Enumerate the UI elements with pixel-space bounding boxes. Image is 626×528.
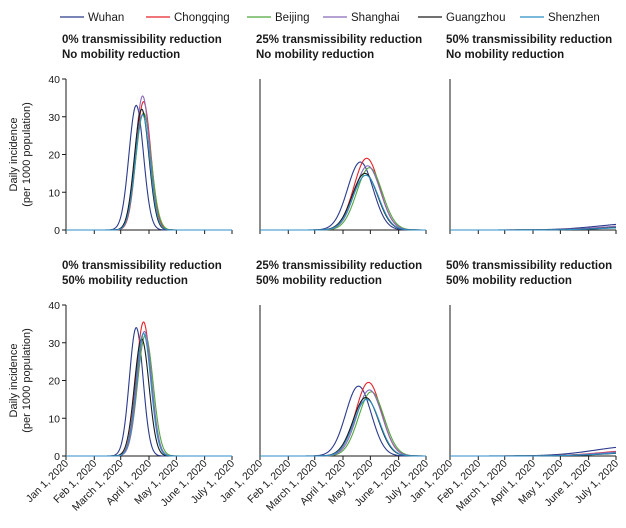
series-line-shenzhen [260,398,426,457]
panel-title-transmissibility: 0% transmissibility reduction [62,260,222,272]
panel-3: 50% transmissibility reduction No mobilit… [446,34,617,234]
y-axis-label-line1: Daily incidence [8,344,20,418]
panel-title-transmissibility: 50% transmissibility reduction [446,34,612,46]
legend-label-beijing: Beijing [275,12,310,24]
y-axis-label-line2: (per 1000 population) [21,102,33,207]
y-tick-label: 40 [48,74,60,86]
panel-title-mobility: 50% mobility reduction [256,275,382,287]
series-line-guangzhou [66,108,232,231]
series-group [66,321,232,457]
panel-1: 0% transmissibility reduction No mobility… [8,34,233,237]
y-tick-label: 30 [48,338,60,350]
series-group [450,446,617,457]
legend-label-chongqing: Chongqing [174,12,230,24]
panel-title-mobility: 50% mobility reduction [62,275,188,287]
series-group [450,223,617,231]
y-tick-label: 0 [54,225,60,237]
panel-title-transmissibility: 25% transmissibility reduction [256,34,422,46]
panel-title-mobility: 50% mobility reduction [446,275,572,287]
y-tick-label: 30 [48,112,60,124]
series-line-shenzhen [450,227,617,231]
legend: Wuhan Chongqing Beijing Shanghai Guangzhou Sh… [60,12,600,24]
panel-4: 0% transmissibility reduction 50% mobilit… [8,260,237,514]
y-axis-label-line1: Daily incidence [8,118,20,192]
panel-6: 50% transmissibility reduction 50% mobili… [408,260,621,514]
panel-5: 25% transmissibility reduction 50% mobili… [218,260,431,514]
series-line-chongqing [66,101,232,231]
series-line-shanghai [66,95,232,231]
y-axis-label-line2: (per 1000 population) [21,328,33,433]
series-line-shanghai [66,330,232,457]
y-tick-label: 0 [54,451,60,463]
series-line-guangzhou [260,396,426,457]
panel-title-transmissibility: 25% transmissibility reduction [256,260,422,272]
panel-title-transmissibility: 0% transmissibility reduction [62,34,222,46]
series-line-shenzhen [66,332,232,457]
series-group [66,95,232,231]
panel-title-mobility: No mobility reduction [62,49,180,61]
series-line-shenzhen [260,174,426,231]
series-line-shenzhen [450,452,617,457]
y-tick-label: 20 [48,376,60,388]
series-line-shenzhen [66,114,232,231]
series-line-shanghai [260,165,426,231]
y-tick-label: 20 [48,150,60,162]
panel-title-transmissibility: 50% transmissibility reduction [446,260,612,272]
series-group [260,157,426,231]
legend-label-shenzhen: Shenzhen [548,12,600,24]
panel-title-mobility: No mobility reduction [256,49,374,61]
legend-label-wuhan: Wuhan [88,12,124,24]
series-line-wuhan [66,104,232,231]
series-group [260,381,426,457]
legend-label-guangzhou: Guangzhou [446,12,505,24]
legend-label-shanghai: Shanghai [351,12,400,24]
y-tick-label: 10 [48,187,60,199]
y-tick-label: 40 [48,300,60,312]
panel-2: 25% transmissibility reduction No mobilit… [256,34,427,234]
y-tick-label: 10 [48,413,60,425]
panel-title-mobility: No mobility reduction [446,49,564,61]
panels: 0% transmissibility reduction No mobility… [8,34,621,514]
